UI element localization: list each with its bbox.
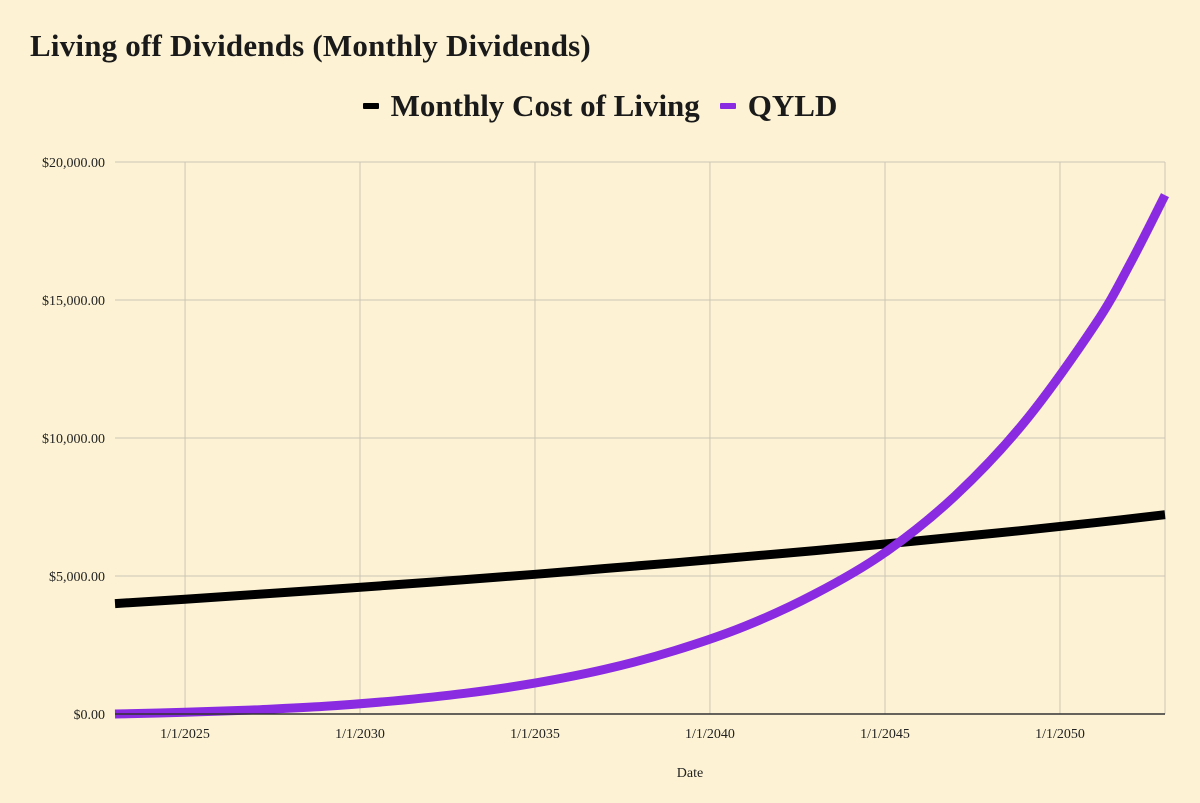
legend-item-cost-of-living[interactable]: Monthly Cost of Living <box>362 88 700 124</box>
y-tick-label: $15,000.00 <box>42 294 105 309</box>
legend: Monthly Cost of Living QYLD <box>0 88 1200 124</box>
legend-label-qyld: QYLD <box>747 88 838 123</box>
x-axis-title: Date <box>677 766 703 781</box>
x-tick-label: 1/1/2045 <box>860 727 910 742</box>
series-lines <box>114 193 1170 719</box>
y-tick-label: $20,000.00 <box>42 156 105 171</box>
legend-swatch-cost-of-living <box>362 103 379 109</box>
legend-label-cost-of-living: Monthly Cost of Living <box>390 88 700 123</box>
legend-swatch-qyld <box>719 103 736 109</box>
x-axis-ticks: 1/1/2025 1/1/2030 1/1/2035 1/1/2040 1/1/2045… <box>160 727 1085 742</box>
chart-title: Living off Dividends (Monthly Dividends) <box>30 28 591 63</box>
x-tick-label: 1/1/2030 <box>335 727 385 742</box>
y-tick-label: $0.00 <box>74 708 106 723</box>
x-tick-label: 1/1/2035 <box>510 727 560 742</box>
series-line-cost-of-living <box>114 510 1166 609</box>
legend-item-qyld[interactable]: QYLD <box>719 88 838 124</box>
y-tick-label: $5,000.00 <box>49 570 105 585</box>
gridlines <box>115 161 1166 714</box>
x-tick-label: 1/1/2050 <box>1035 727 1085 742</box>
x-tick-label: 1/1/2025 <box>160 727 210 742</box>
x-tick-label: 1/1/2040 <box>685 727 735 742</box>
y-axis-ticks: $0.00 $5,000.00 $10,000.00 $15,000.00 $20,00… <box>42 156 105 723</box>
series-line-qyld <box>114 193 1170 719</box>
y-tick-label: $10,000.00 <box>42 432 105 447</box>
